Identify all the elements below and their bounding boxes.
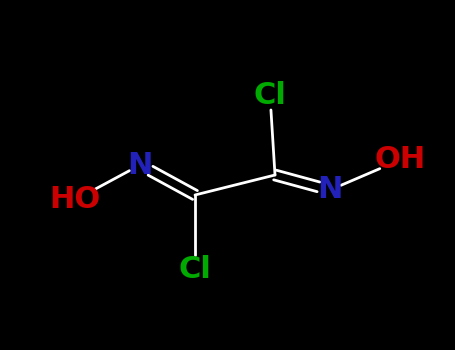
Text: Cl: Cl — [253, 80, 287, 110]
Text: HO: HO — [50, 186, 101, 215]
Text: Cl: Cl — [178, 256, 212, 285]
Text: N: N — [317, 175, 343, 204]
Text: N: N — [127, 150, 153, 180]
Text: OH: OH — [374, 146, 425, 175]
